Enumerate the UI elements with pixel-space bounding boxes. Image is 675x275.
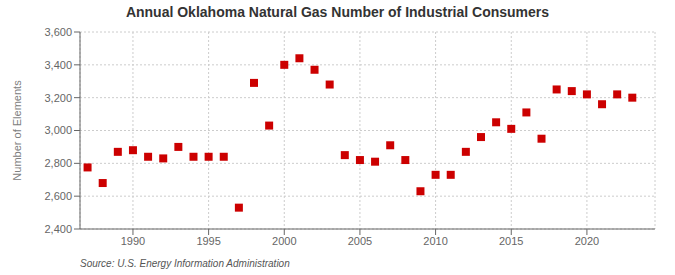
svg-text:2,600: 2,600 (44, 190, 72, 202)
html-text:Source: U.S. Energy Informatio: Source: U.S. Energy Information Administ… (80, 258, 290, 269)
html-text:Annual Oklahoma Natural Gas Nu: Annual Oklahoma Natural Gas Number of In… (125, 4, 550, 20)
svg-text:3,600: 3,600 (44, 26, 72, 38)
svg-text:3,000: 3,000 (44, 124, 72, 136)
svg-text:2,800: 2,800 (44, 157, 72, 169)
svg-text:3,200: 3,200 (44, 92, 72, 104)
svg-text:2000: 2000 (272, 235, 296, 247)
svg-text:1995: 1995 (196, 235, 220, 247)
svg-text:2,400: 2,400 (44, 223, 72, 235)
svg-text:2005: 2005 (348, 235, 372, 247)
svg-text:Number of Elements: Number of Elements (11, 80, 23, 181)
svg-text:3,400: 3,400 (44, 59, 72, 71)
svg-text:2020: 2020 (575, 235, 599, 247)
svg-text:1990: 1990 (121, 235, 145, 247)
svg-text:2010: 2010 (423, 235, 447, 247)
svg-text:2015: 2015 (499, 235, 523, 247)
